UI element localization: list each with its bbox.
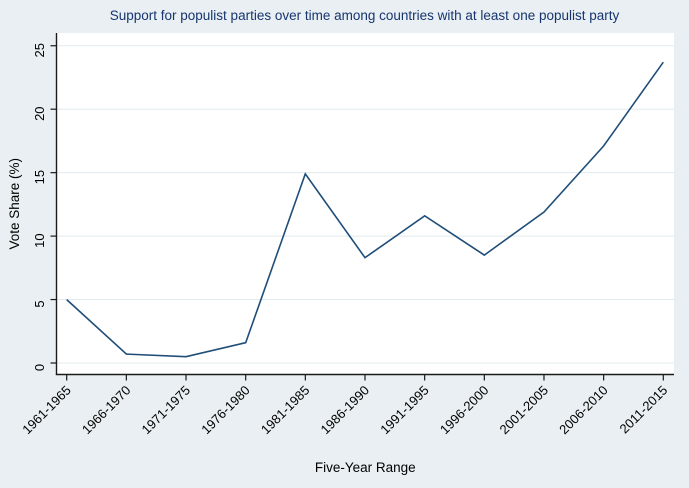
x-tick-label: 1991-1995	[377, 383, 432, 438]
x-tick-label: 1971-1975	[139, 383, 194, 438]
x-tick-label: 1981-1985	[258, 383, 313, 438]
y-tick-label: 5	[32, 300, 47, 307]
x-tick-label: 1966-1970	[79, 383, 134, 438]
x-tick-label: 2001-2005	[497, 383, 552, 438]
chart-title: Support for populist parties over time a…	[109, 8, 620, 23]
x-tick-label: 1961-1965	[19, 383, 74, 438]
y-tick-label: 20	[32, 106, 47, 120]
x-tick-label: 1986-1990	[318, 383, 373, 438]
y-tick-label: 15	[32, 170, 47, 184]
x-tick-label: 2006-2010	[556, 383, 611, 438]
x-tick-label: 1976-1980	[198, 383, 253, 438]
y-tick-label: 10	[32, 233, 47, 247]
plot-area	[56, 33, 674, 375]
y-axis-label: Vote Share (%)	[7, 158, 22, 250]
x-tick-label: 1996-2000	[437, 383, 492, 438]
y-tick-label: 0	[32, 364, 47, 371]
data-line	[66, 61, 664, 358]
y-tick-label: 25	[32, 43, 47, 57]
x-axis-label: Five-Year Range	[315, 460, 416, 475]
x-tick-label: 2011-2015	[617, 383, 671, 437]
